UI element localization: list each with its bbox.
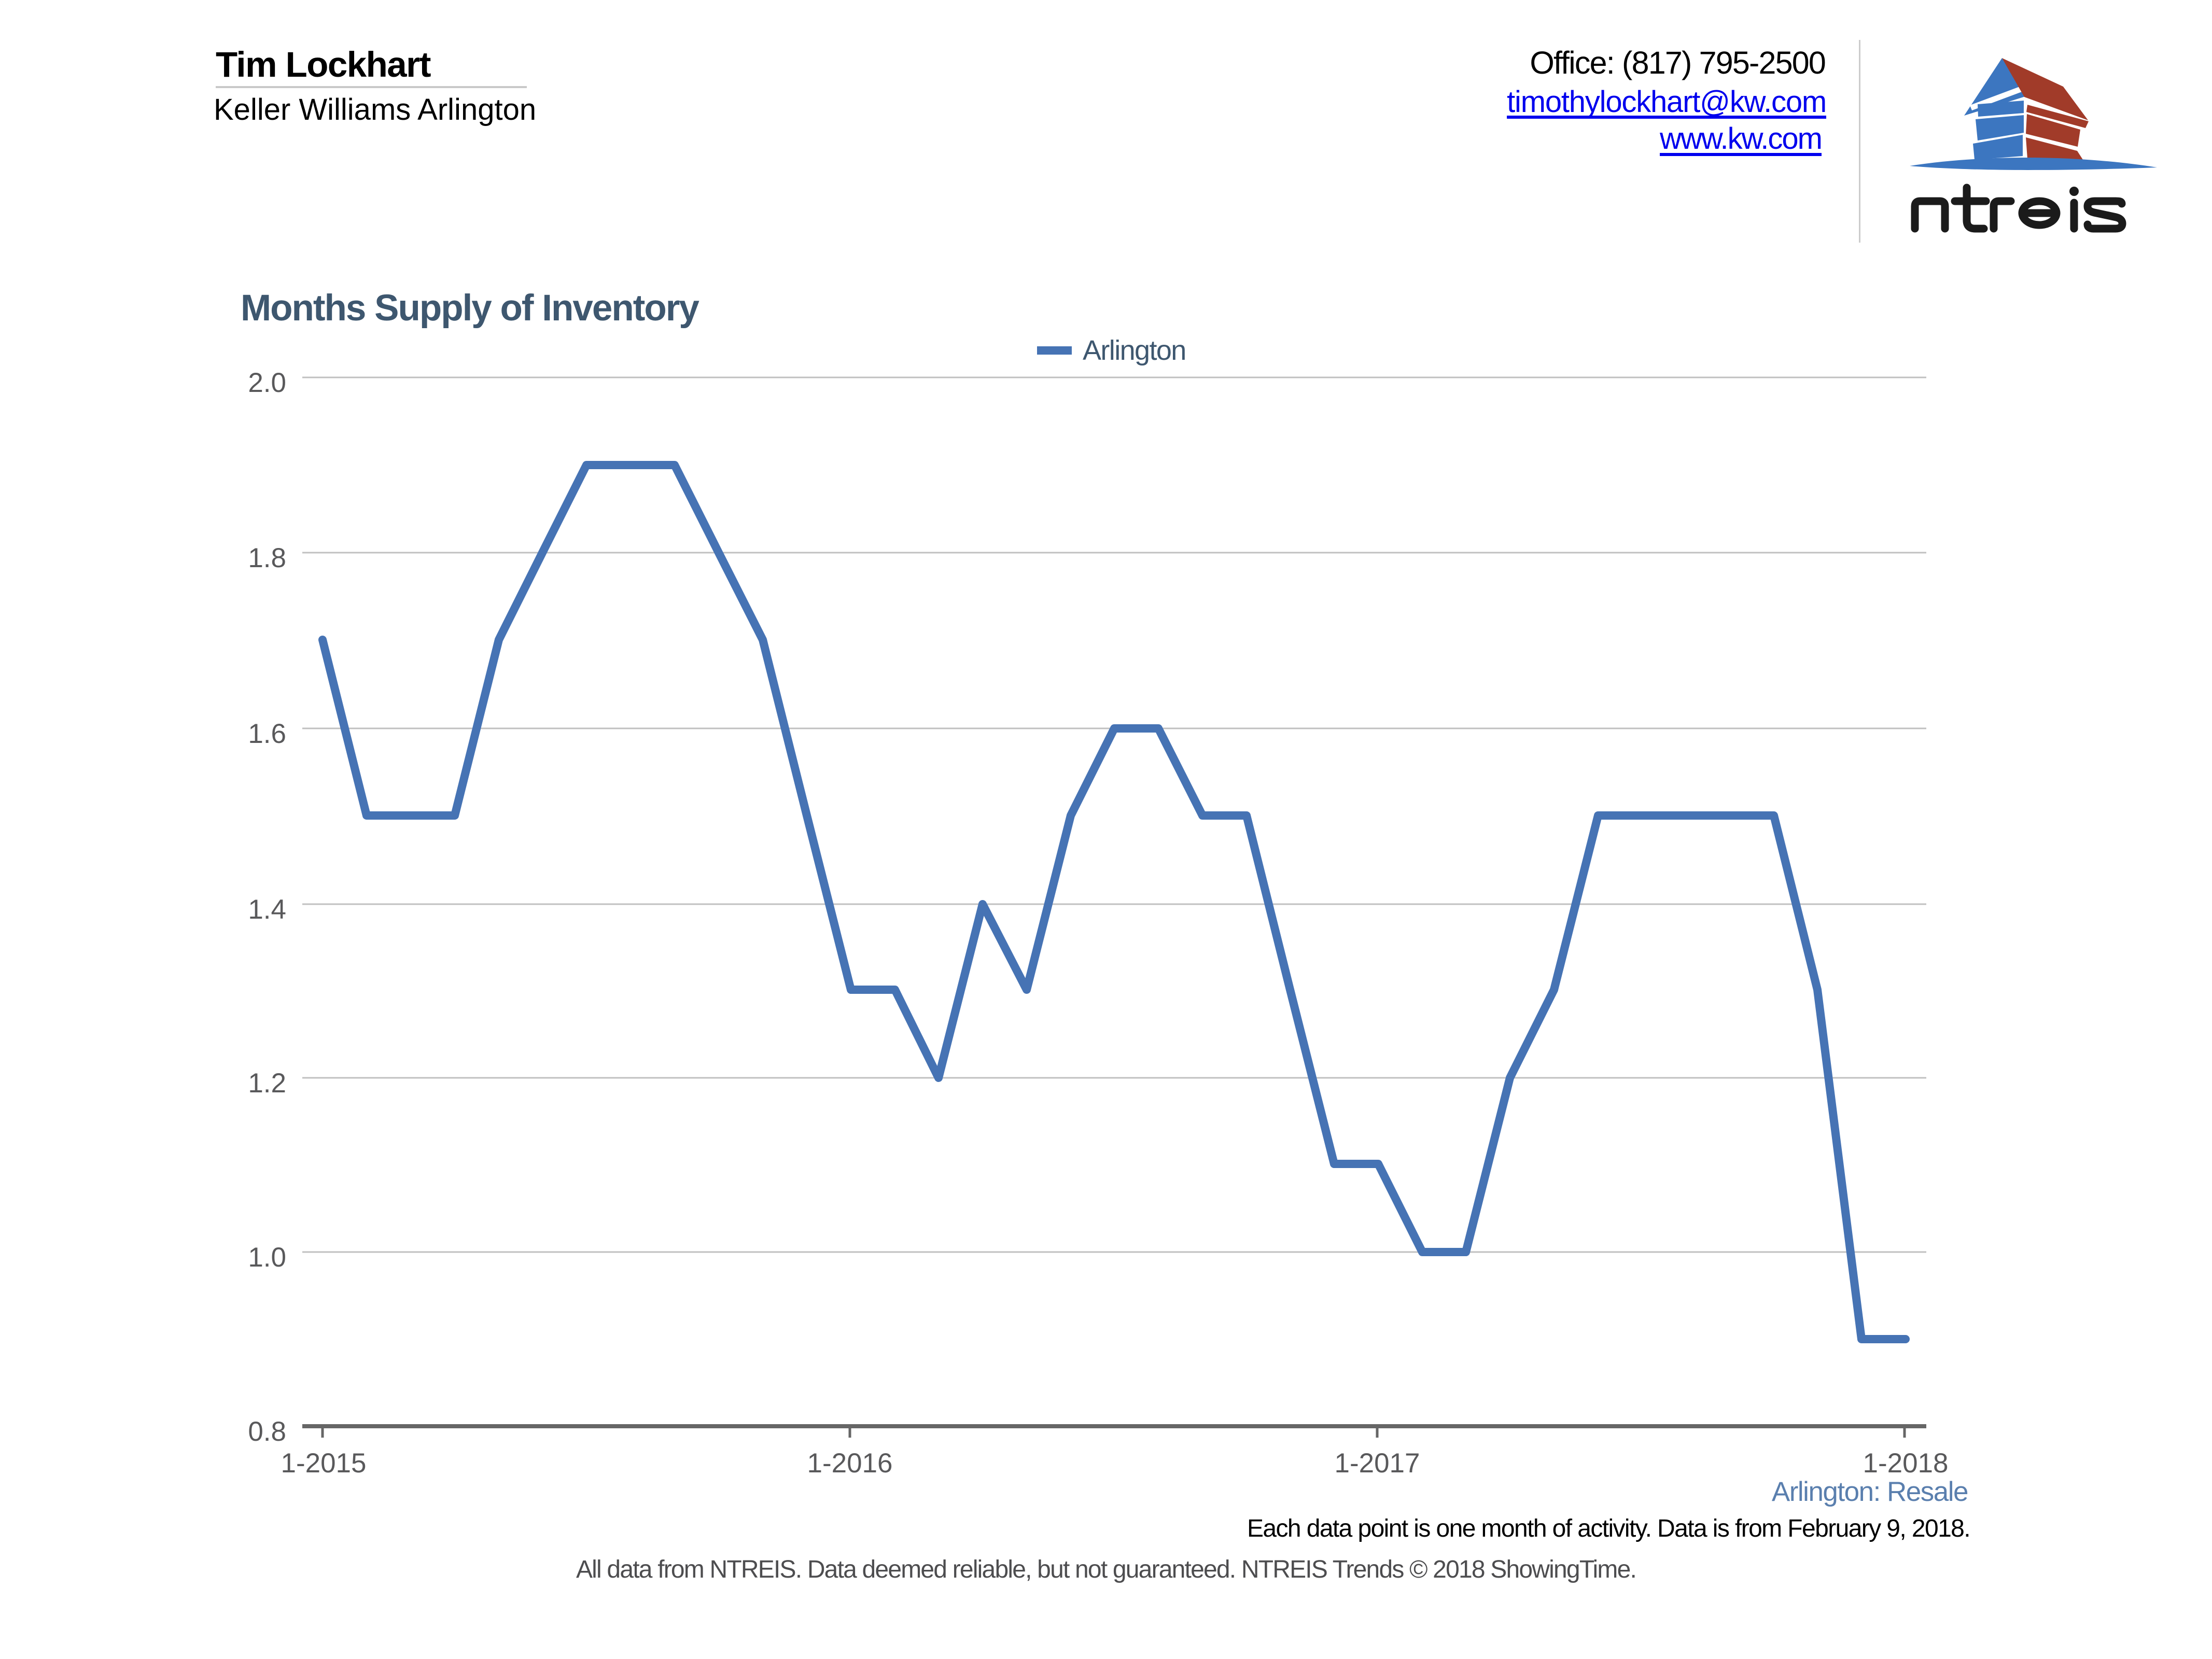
svg-text:2.0: 2.0 (248, 368, 286, 398)
svg-text:1-2016: 1-2016 (807, 1448, 892, 1479)
svg-text:1.6: 1.6 (248, 719, 286, 749)
svg-text:1.8: 1.8 (248, 543, 286, 573)
svg-text:1-2015: 1-2015 (281, 1448, 366, 1479)
svg-text:1.4: 1.4 (248, 894, 286, 925)
svg-text:1-2017: 1-2017 (1334, 1448, 1420, 1479)
svg-text:1.0: 1.0 (248, 1242, 286, 1273)
svg-text:1.2: 1.2 (248, 1068, 286, 1099)
svg-text:1-2018: 1-2018 (1863, 1448, 1948, 1479)
svg-text:0.8: 0.8 (248, 1416, 286, 1447)
